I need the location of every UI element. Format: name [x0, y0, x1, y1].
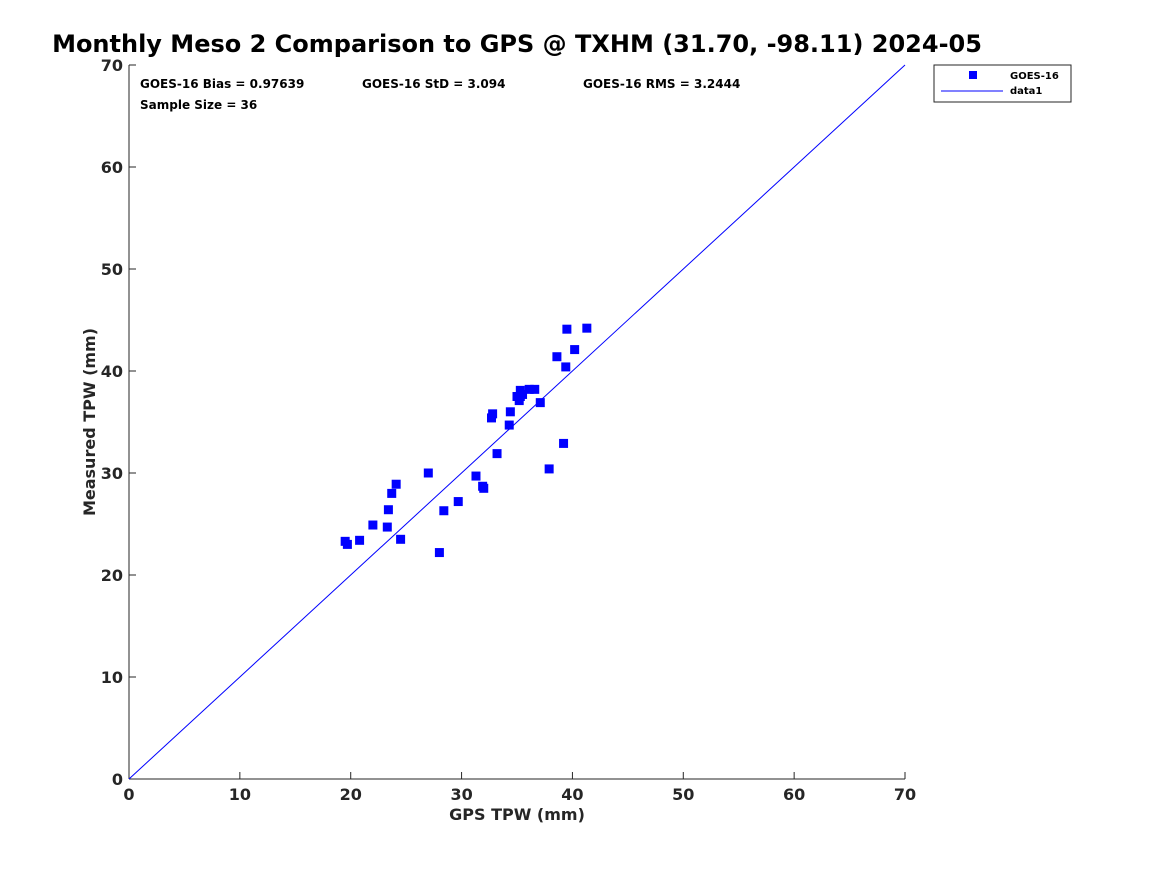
x-tick-label: 0	[123, 785, 134, 804]
data-point	[396, 534, 406, 544]
stat-std: GOES-16 StD = 3.094	[362, 77, 505, 91]
data-point	[524, 384, 534, 394]
x-tick-label: 30	[450, 785, 472, 804]
legend-box	[933, 64, 1072, 103]
stat-bias: GOES-16 Bias = 0.97639	[140, 77, 304, 91]
data-point	[488, 409, 498, 419]
y-tick-label: 20	[101, 566, 123, 585]
data-point	[535, 398, 545, 408]
data-point	[387, 488, 397, 498]
data-point	[434, 548, 444, 558]
data-point	[561, 362, 571, 372]
y-tick-label: 60	[101, 158, 123, 177]
data-point	[382, 522, 392, 532]
x-tick-label: 50	[672, 785, 694, 804]
data-point	[439, 506, 449, 516]
data-point	[492, 449, 502, 459]
data-point	[453, 497, 463, 507]
data-point	[544, 464, 554, 474]
data-point	[518, 389, 528, 399]
y-tick-label: 40	[101, 362, 123, 381]
data1-line	[128, 64, 906, 780]
legend-marker-goes16	[969, 71, 977, 79]
data-point	[504, 420, 514, 430]
data-point	[479, 483, 489, 493]
stat-sample-size: Sample Size = 36	[140, 98, 257, 112]
data-point	[530, 384, 540, 394]
y-axis-label: Measured TPW (mm)	[80, 328, 99, 516]
y-tick-label: 30	[101, 464, 123, 483]
data-point	[562, 324, 572, 334]
legend-label-goes16: GOES-16	[1010, 71, 1059, 82]
y-tick-label: 10	[101, 668, 123, 687]
chart-title: Monthly Meso 2 Comparison to GPS @ TXHM …	[52, 30, 982, 58]
stat-rms: GOES-16 RMS = 3.2444	[583, 77, 740, 91]
data-point	[423, 468, 433, 478]
data-point	[570, 345, 580, 355]
x-tick-label: 70	[894, 785, 916, 804]
y-tick-label: 50	[101, 260, 123, 279]
x-ticks: 0 10 20 30 40 50 60 70	[123, 772, 916, 804]
data-point	[582, 323, 592, 333]
data-point	[505, 407, 515, 417]
data-point	[355, 535, 365, 545]
data-point	[383, 505, 393, 515]
data-point	[368, 520, 378, 530]
series-data1-line	[128, 64, 906, 780]
x-tick-label: 10	[229, 785, 251, 804]
y-ticks: 0 10 20 30 40 50 60 70	[101, 56, 136, 789]
plot-area: 0 10 20 30 40 50 60 70 0 10 20 30 40 50 60 70	[101, 56, 916, 804]
data-point	[391, 479, 401, 489]
x-axis-label: GPS TPW (mm)	[449, 805, 585, 824]
data-point	[559, 438, 569, 448]
series-goes16-points	[340, 323, 592, 558]
data-point	[342, 539, 352, 549]
x-tick-label: 40	[561, 785, 583, 804]
y-tick-label: 70	[101, 56, 123, 75]
data-point	[552, 352, 562, 362]
data-point	[471, 471, 481, 481]
y-tick-label: 0	[112, 770, 123, 789]
legend: GOES-16 data1	[933, 64, 1072, 103]
x-tick-label: 60	[783, 785, 805, 804]
x-tick-label: 20	[340, 785, 362, 804]
legend-label-data1: data1	[1010, 86, 1042, 97]
